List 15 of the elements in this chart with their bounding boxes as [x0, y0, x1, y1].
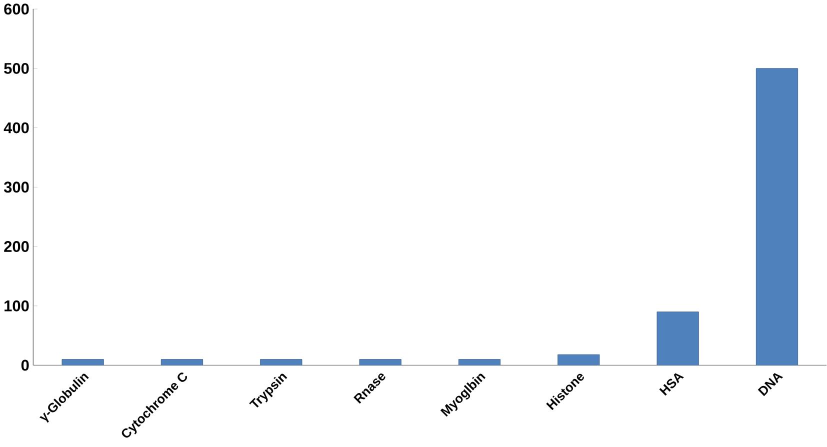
y-tick-label: 200 [4, 241, 29, 252]
bar [62, 359, 104, 366]
bar [458, 359, 501, 366]
y-tick-label: 500 [4, 63, 29, 74]
y-tick-label: 300 [4, 182, 29, 193]
bar [656, 312, 699, 366]
bar [359, 359, 402, 366]
bar [160, 359, 204, 366]
bar [260, 359, 302, 366]
bar [558, 354, 600, 366]
y-tick-label: 600 [4, 4, 29, 15]
y-tick-label: 0 [21, 360, 29, 371]
bar [756, 68, 798, 366]
y-tick-label: 100 [4, 300, 29, 312]
y-tick-label: 400 [4, 122, 29, 134]
